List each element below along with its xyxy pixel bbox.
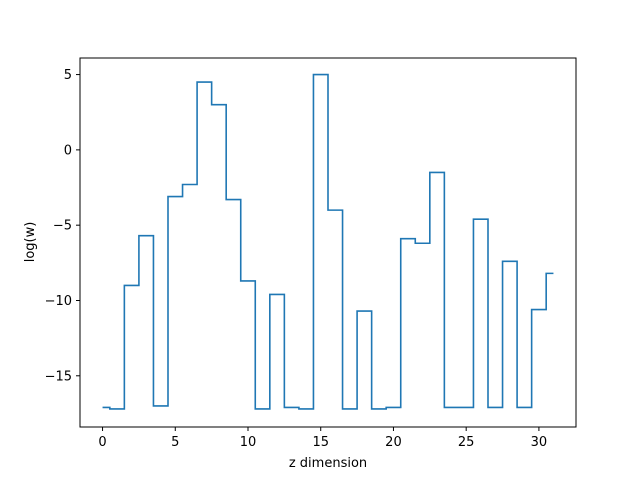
x-tick-label: 0 [98, 435, 106, 450]
x-tick-label: 15 [312, 435, 329, 450]
y-axis-label: log(w) [23, 222, 38, 263]
x-axis-ticks: 0 5 10 15 20 25 30 [98, 427, 547, 450]
y-axis-ticks: 5 0 −5 −10 −15 [45, 68, 80, 384]
y-tick-label: −15 [45, 369, 72, 384]
y-tick-label: −10 [45, 294, 72, 309]
plot-area [79, 57, 577, 428]
x-tick-label: 30 [531, 435, 548, 450]
series-line [102, 73, 554, 410]
x-tick-label: 5 [171, 435, 179, 450]
x-tick-label: 20 [385, 435, 402, 450]
x-tick-label: 25 [458, 435, 475, 450]
axes-frame [79, 57, 577, 428]
y-tick-label: −5 [53, 219, 72, 234]
y-tick-label: 0 [64, 143, 72, 158]
x-tick-label: 10 [240, 435, 257, 450]
y-tick-label: 5 [64, 68, 72, 83]
x-axis-label: z dimension [289, 456, 367, 471]
